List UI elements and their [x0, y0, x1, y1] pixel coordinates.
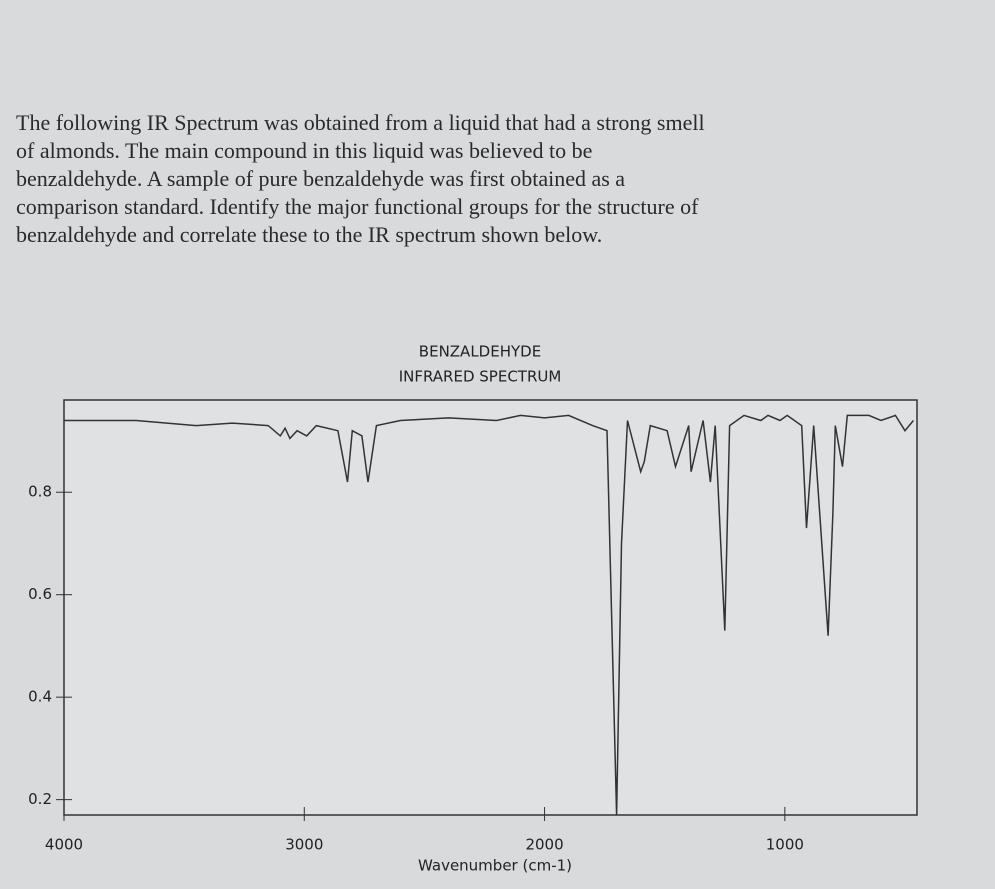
paragraph-line: of almonds. The main compound in this li…	[16, 138, 592, 163]
chart: BENZALDEHYDE INFRARED SPECTRUM Wavenumbe…	[28, 343, 918, 875]
y-tick-label: 0.6	[28, 585, 52, 603]
spectrum-line	[64, 414, 914, 816]
y-tick-label: 0.4	[28, 688, 52, 706]
paragraph-line: benzaldehyde. A sample of pure benzaldeh…	[16, 166, 625, 191]
x-tick-label: 2000	[525, 836, 563, 854]
paragraph-line: The following IR Spectrum was obtained f…	[16, 110, 705, 135]
chart-title: BENZALDEHYDE	[419, 343, 541, 361]
x-axis-label: Wavenumber (cm-1)	[418, 857, 572, 875]
chart-subtitle: INFRARED SPECTRUM	[399, 368, 562, 386]
paragraph: The following IR Spectrum was obtained f…	[16, 110, 705, 247]
paragraph-line: comparison standard. Identify the major …	[16, 194, 699, 219]
x-tick-label: 1000	[766, 836, 804, 854]
paragraph-line: benzaldehyde and correlate these to the …	[16, 222, 602, 247]
y-tick-label: 0.8	[28, 483, 52, 501]
x-tick-label: 4000	[45, 836, 83, 854]
y-tick-label: 0.2	[28, 790, 52, 808]
x-tick-label: 3000	[285, 836, 323, 854]
plot-frame	[63, 399, 918, 816]
